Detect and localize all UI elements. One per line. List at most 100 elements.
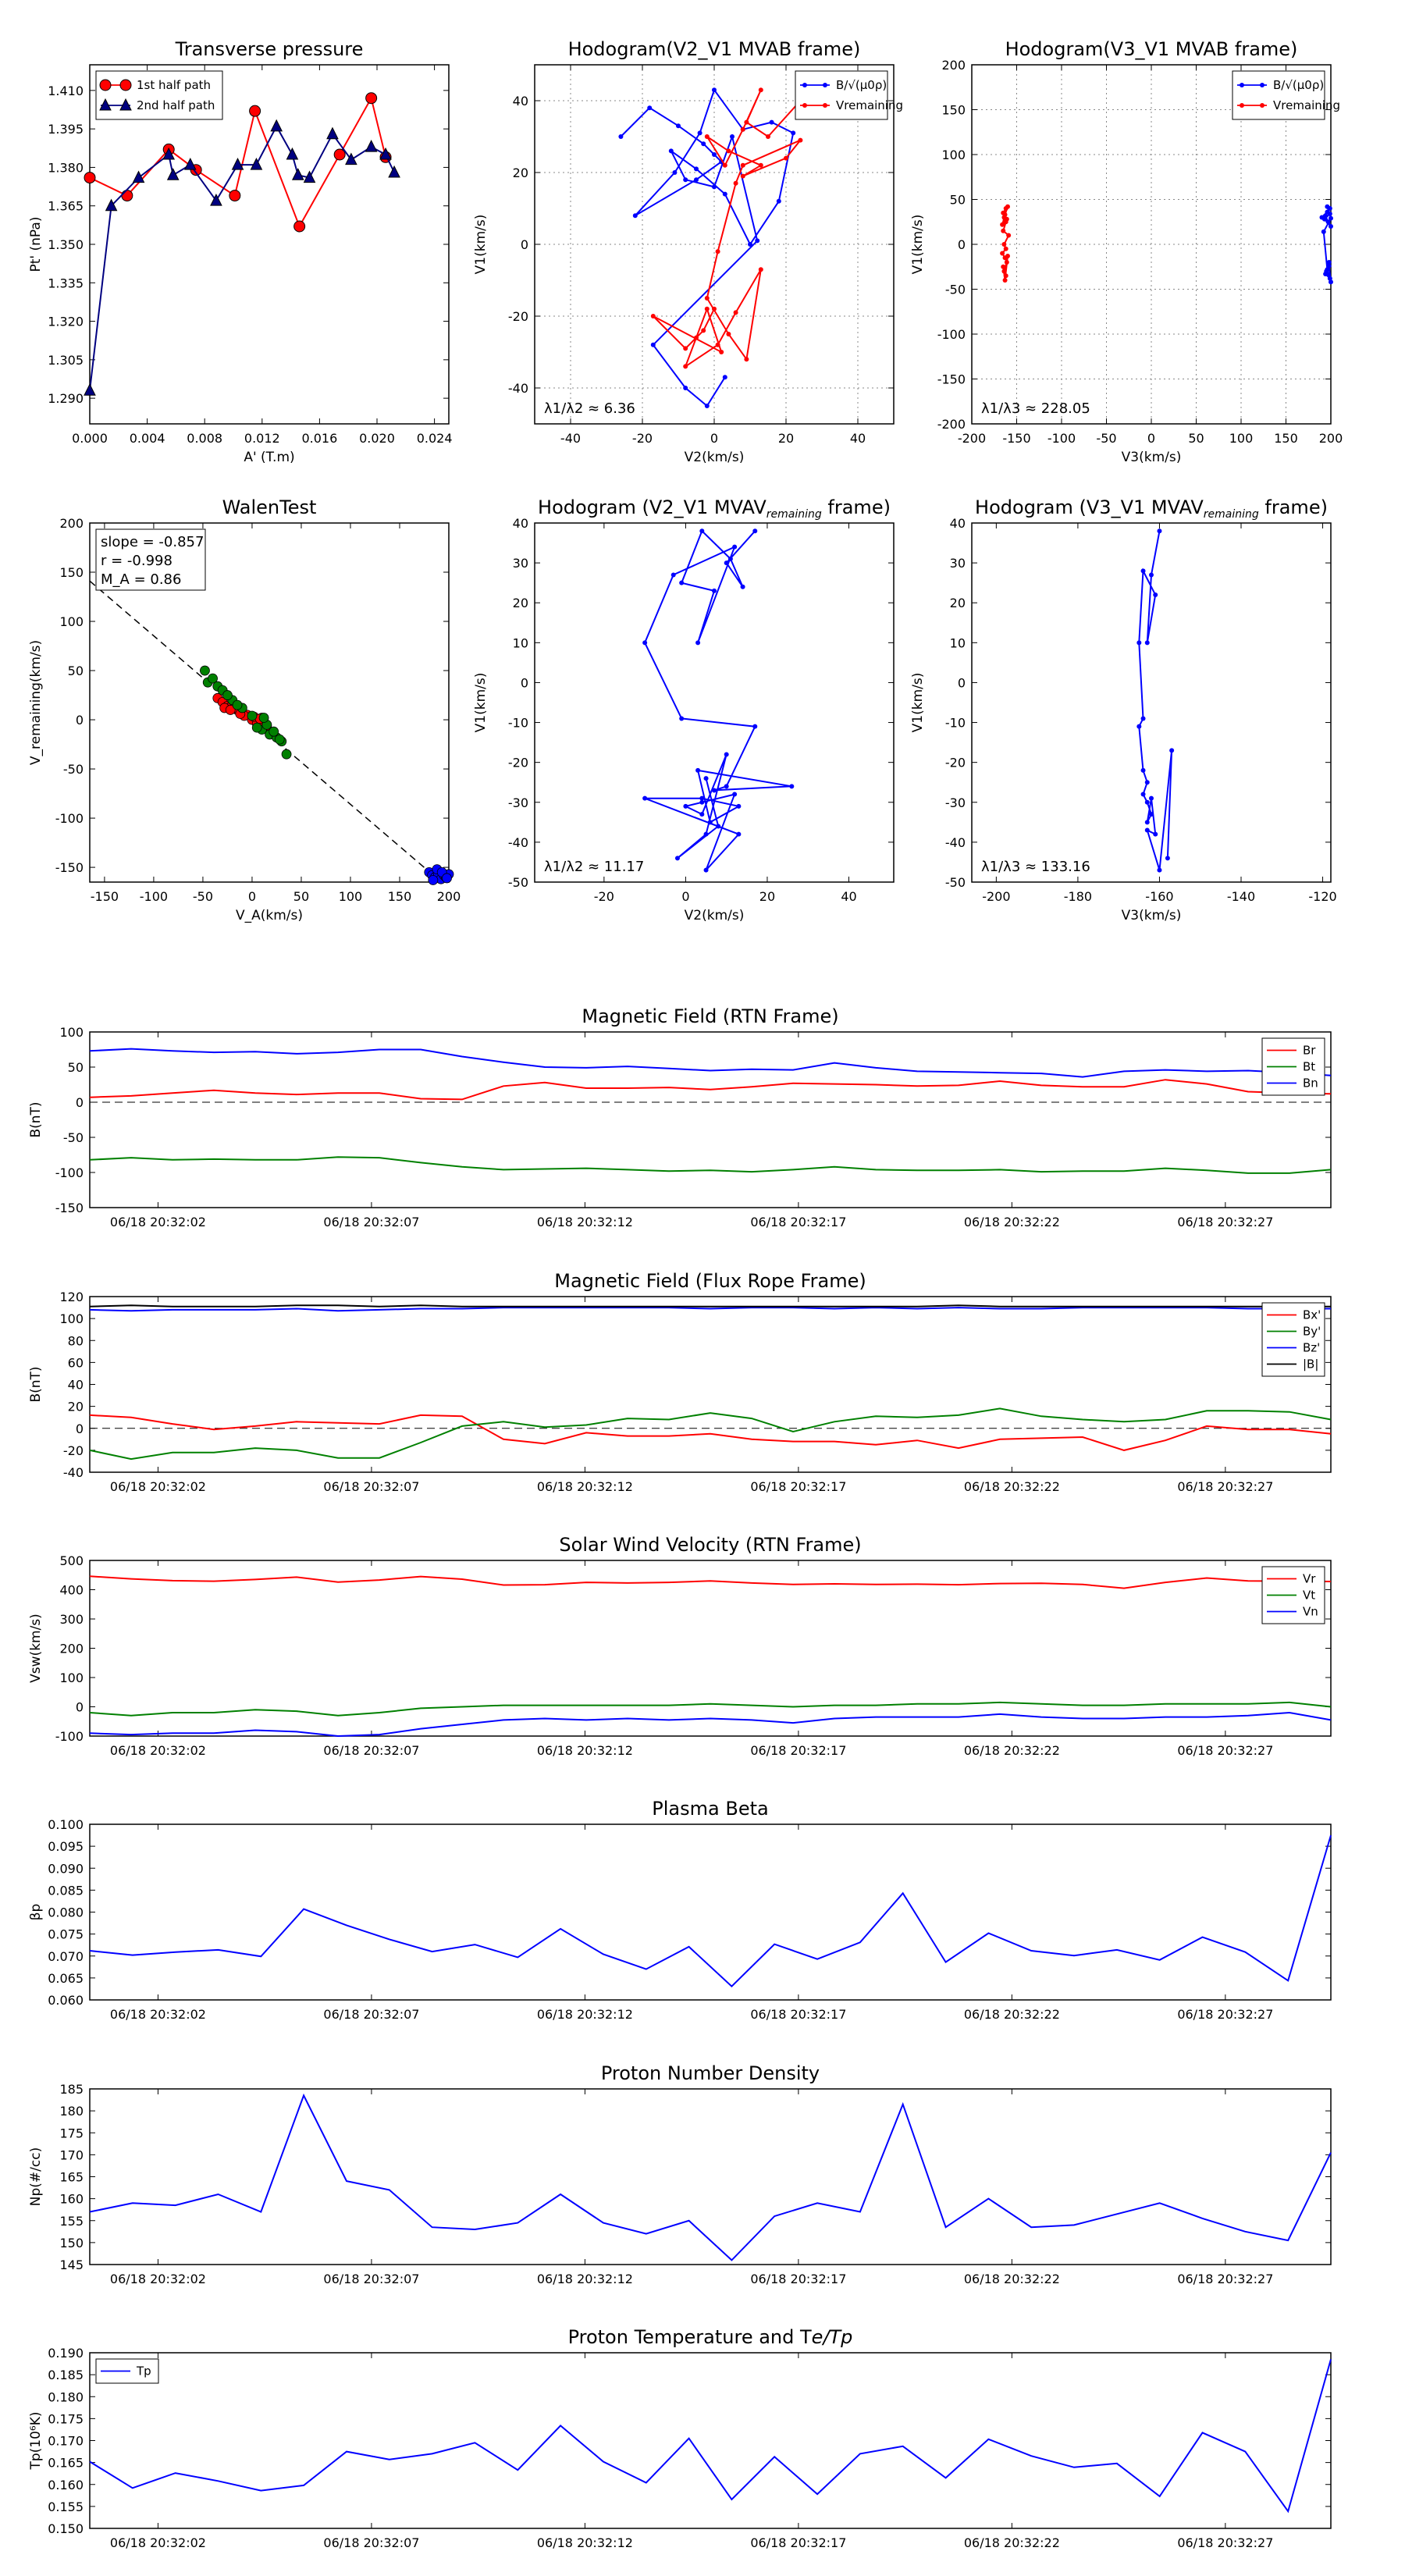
data-point (281, 749, 292, 760)
x-tick-label: -140 (1227, 889, 1255, 904)
data-point (784, 155, 788, 161)
y-axis-label: B(nT) (28, 1366, 44, 1402)
x-tick-label: 06/18 20:32:12 (537, 1479, 633, 1494)
legend-label: Vremaining (1273, 98, 1340, 112)
y-tick-label: 0.100 (48, 1817, 84, 1832)
y-tick-label: -20 (63, 1443, 84, 1458)
data-point (727, 557, 733, 561)
y-tick-label: 1.380 (48, 160, 84, 175)
x-tick-label: 200 (1319, 431, 1343, 446)
data-point (752, 528, 758, 534)
proton-density-title: Proton Number Density (601, 2062, 820, 2084)
legend-marker (119, 79, 132, 91)
series-line-By' (89, 1407, 1332, 1461)
x-tick-label: 06/18 20:32:02 (110, 2007, 206, 2022)
data-point (247, 710, 258, 721)
data-point (162, 147, 176, 160)
legend-label: 1st half path (137, 78, 211, 92)
y-tick-label: -50 (945, 875, 966, 890)
title-subscript: remaining (767, 508, 822, 521)
legend-marker (1240, 83, 1244, 87)
y-tick-label: 0.085 (48, 1883, 84, 1898)
y-tick-label: 100 (59, 614, 84, 629)
y-tick-label: -100 (55, 1729, 84, 1744)
data-point (694, 335, 699, 340)
legend-label: Vr (1303, 1572, 1316, 1586)
y-tick-label: 100 (59, 1311, 84, 1326)
data-point (1321, 216, 1327, 222)
series-line-Tp (89, 2359, 1332, 2514)
y-axis-label: V1(km/s) (910, 215, 926, 275)
x-tick-label: 0 (710, 431, 718, 446)
hodogram-v2-v1-mvab-title: Hodogram(V2_V1 MVAB frame) (568, 38, 861, 60)
data-point (379, 147, 392, 160)
magnetic-field-flux-rope-title: Magnetic Field (Flux Rope Frame) (554, 1270, 866, 1292)
data-point (712, 588, 717, 593)
data-point (1005, 253, 1010, 258)
x-tick-label: 06/18 20:32:22 (964, 1743, 1060, 1758)
series-2nd half path (84, 119, 400, 396)
data-point (442, 873, 452, 884)
y-tick-label: 1.410 (48, 84, 84, 98)
data-point (293, 220, 306, 233)
data-point (166, 168, 180, 180)
data-point (683, 177, 688, 183)
data-point (1321, 229, 1326, 234)
x-tick-label: 06/18 20:32:27 (1177, 2007, 1273, 2022)
data-point (249, 105, 261, 117)
data-point (722, 162, 727, 168)
data-point (225, 705, 236, 715)
y-tick-label: 20 (513, 165, 528, 180)
data-point (724, 752, 729, 757)
legend-marker (823, 83, 827, 87)
annotation-text: λ1/λ2 ≈ 6.36 (544, 400, 635, 417)
y-tick-label: -20 (508, 309, 528, 324)
x-tick-label: -150 (91, 889, 119, 904)
x-tick-label: 06/18 20:32:22 (964, 2272, 1060, 2286)
x-tick-label: 06/18 20:32:17 (750, 1479, 846, 1494)
data-point (365, 140, 378, 152)
x-tick-label: -20 (594, 889, 614, 904)
data-point (712, 87, 717, 93)
data-point (736, 831, 742, 837)
legend: 1st half path 2nd half path (95, 70, 223, 120)
y-tick-label: 145 (59, 2258, 84, 2272)
y-tick-label: 0.075 (48, 1927, 84, 1942)
annotation-text: λ1/λ2 ≈ 11.17 (544, 859, 644, 875)
x-tick-label: 50 (293, 889, 309, 904)
data-point (670, 572, 676, 578)
y-tick-label: -40 (63, 1465, 84, 1480)
data-point (712, 306, 717, 311)
data-point (1323, 213, 1329, 219)
transverse-pressure-title: Transverse pressure (175, 38, 364, 60)
y-tick-label: 0 (76, 1421, 84, 1436)
y-tick-label: -20 (945, 756, 966, 770)
axes-frame (89, 64, 450, 425)
legend-label: By' (1303, 1325, 1321, 1339)
y-tick-label: 165 (59, 2170, 84, 2185)
y-tick-label: 155 (59, 2214, 84, 2229)
legend-label: Bt (1303, 1060, 1315, 1074)
data-point (1165, 856, 1170, 861)
y-tick-label: 10 (513, 635, 528, 650)
data-point (701, 328, 706, 333)
y-tick-label: 0.090 (48, 1861, 84, 1876)
y-tick-label: 0.180 (48, 2389, 84, 2404)
legend-frame (95, 70, 223, 120)
series-line-Bn (89, 1048, 1332, 1078)
axes-frame (89, 522, 450, 883)
series-sheath (424, 864, 454, 885)
data-point (1136, 724, 1142, 729)
chart-hodogram-v3-v1-mvab: Hodogram(V3_V1 MVAB frame) -200 -150 -100 -5… (910, 38, 1343, 465)
series-line (89, 95, 386, 229)
y-tick-label: 0.175 (48, 2411, 84, 2426)
data-point (712, 152, 717, 157)
x-tick-label: 06/18 20:32:02 (110, 1215, 206, 1229)
data-point (703, 831, 709, 837)
series-V (642, 528, 795, 873)
data-point (1326, 263, 1332, 269)
data-point (672, 170, 678, 175)
series-line-Br (89, 1079, 1332, 1101)
series-Vremaining (650, 87, 803, 369)
